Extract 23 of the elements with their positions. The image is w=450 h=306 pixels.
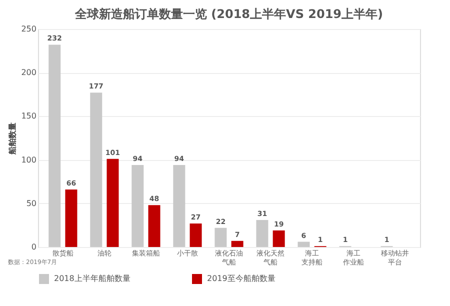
y-tick-label: 0 (31, 242, 36, 252)
bar (214, 228, 227, 247)
bar (148, 205, 160, 247)
y-tick-label: 50 (26, 198, 36, 208)
y-tick-label: 150 (21, 112, 36, 121)
bar (106, 158, 119, 247)
bar (132, 165, 144, 247)
bar (173, 165, 186, 247)
y-axis-title: 船舶数量 (8, 122, 18, 156)
bar (65, 189, 78, 247)
bar (231, 240, 244, 247)
y-tick-label: 250 (21, 24, 36, 34)
bar (256, 220, 268, 247)
bar (298, 242, 310, 247)
bar (272, 230, 285, 247)
chart-title: 全球新造船订单数量一览 (2018上半年VS 2019上半年) (74, 7, 384, 21)
y-tick-label: 200 (21, 68, 36, 78)
bar (48, 44, 61, 247)
legend-label: 2019至今船舶数量 (207, 274, 276, 283)
bar (90, 92, 102, 247)
legend-label: 2018上半年船舶数量 (54, 274, 130, 283)
bar (190, 223, 202, 247)
y-tick-label: 100 (21, 155, 36, 164)
